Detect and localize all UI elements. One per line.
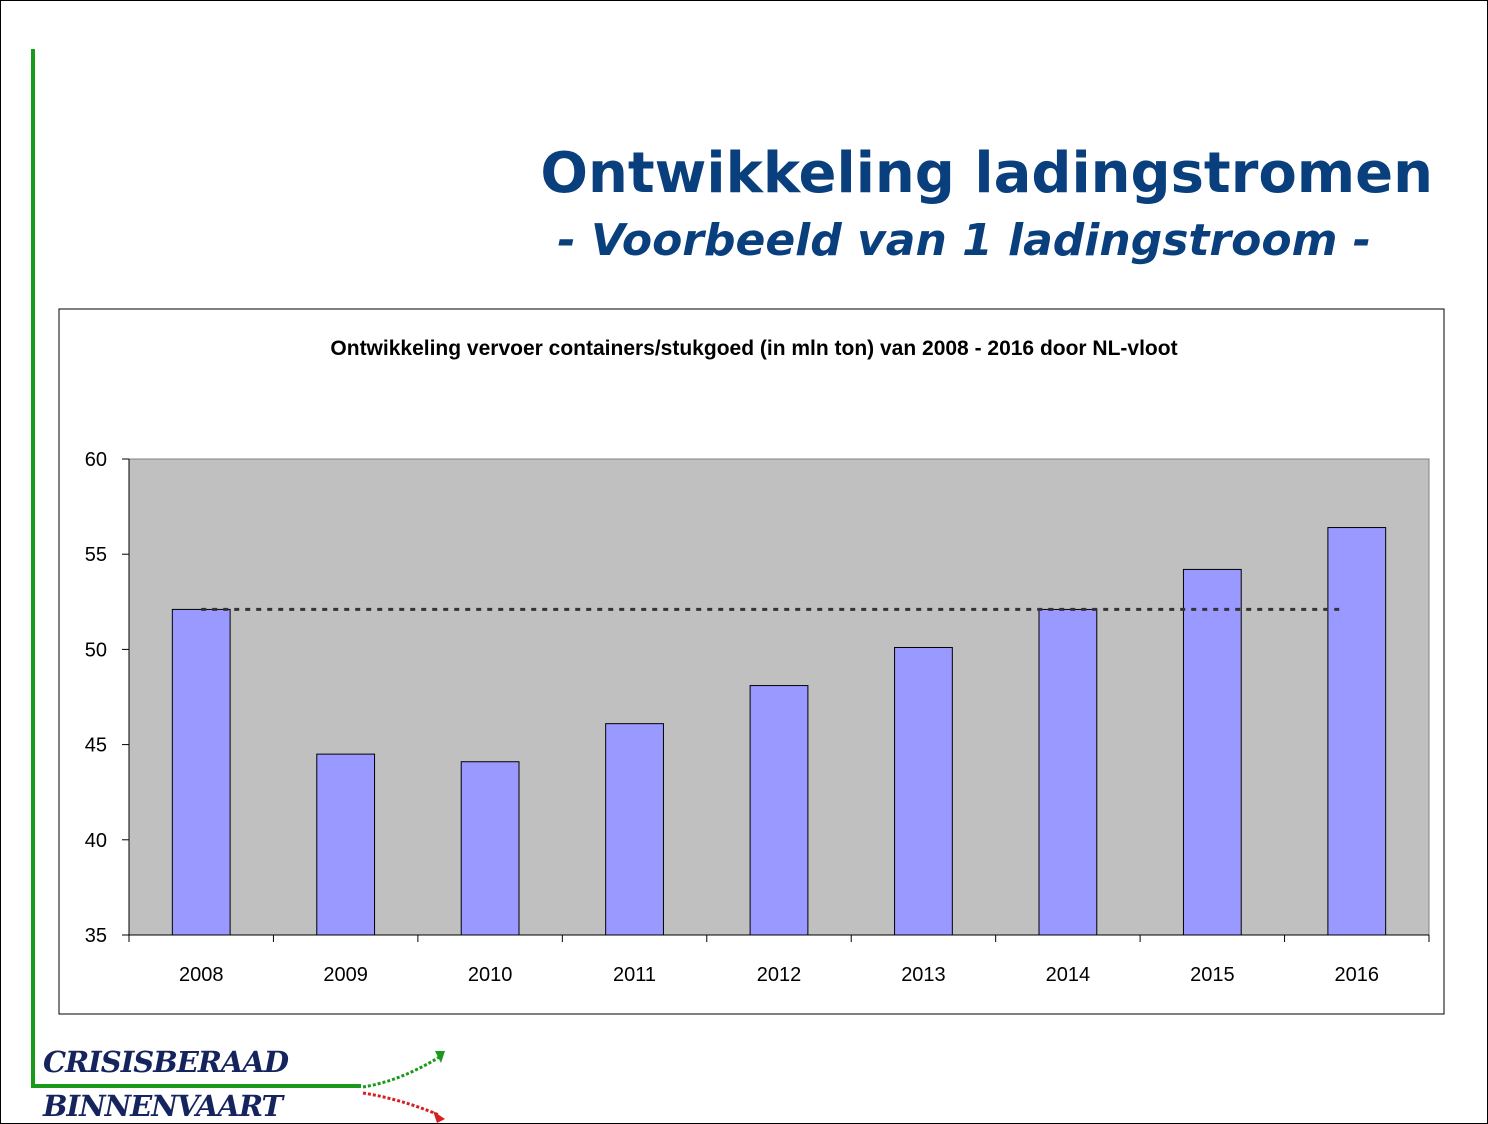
y-tick-label: 60 bbox=[85, 449, 107, 471]
bar bbox=[460, 761, 520, 936]
x-tick-label: 2014 bbox=[1046, 964, 1091, 986]
bar bbox=[171, 608, 231, 936]
logo-arrow bbox=[362, 1091, 440, 1117]
chart-title: Ontwikkeling vervoer containers/stukgoed… bbox=[330, 337, 1178, 360]
bar bbox=[316, 753, 376, 936]
logo-arrow bbox=[433, 1111, 445, 1123]
x-tick-label: 2013 bbox=[901, 964, 946, 986]
logo-arrow bbox=[362, 1054, 442, 1089]
y-tick-label: 55 bbox=[85, 544, 107, 566]
x-tick-label: 2015 bbox=[1190, 964, 1235, 986]
y-tick-label: 50 bbox=[85, 639, 107, 661]
bar bbox=[1182, 568, 1242, 936]
slide-subtitle: - Voorbeeld van 1 ladingstroom - bbox=[557, 215, 1371, 266]
logo-text: CRISISBERAAD bbox=[43, 1045, 289, 1079]
slide-title: Ontwikkeling ladingstromen bbox=[540, 141, 1433, 206]
bar bbox=[1327, 527, 1387, 936]
logo-text: BINNENVAART bbox=[43, 1089, 283, 1123]
y-tick-label: 40 bbox=[85, 830, 107, 852]
bar bbox=[1038, 608, 1098, 936]
bar bbox=[749, 685, 809, 936]
x-tick-label: 2012 bbox=[757, 964, 802, 986]
x-tick-label: 2008 bbox=[179, 964, 224, 986]
x-tick-label: 2009 bbox=[323, 964, 368, 986]
y-tick-label: 35 bbox=[85, 925, 107, 947]
x-tick-label: 2016 bbox=[1335, 964, 1380, 986]
logo-arrow bbox=[435, 1051, 445, 1063]
y-tick-label: 45 bbox=[85, 735, 107, 757]
bar bbox=[894, 646, 953, 936]
x-tick-label: 2011 bbox=[613, 964, 656, 986]
bar bbox=[605, 723, 664, 936]
x-tick-label: 2010 bbox=[468, 964, 513, 986]
